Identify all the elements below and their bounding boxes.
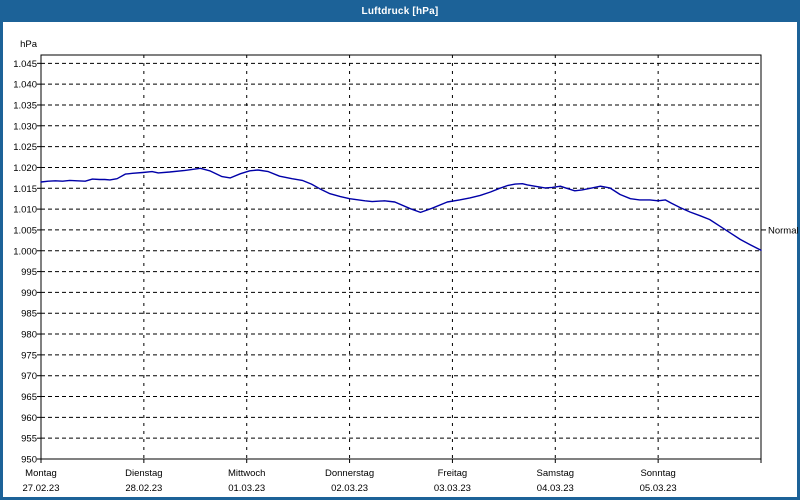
day-name-label: Mittwoch — [228, 468, 265, 479]
normal-marker-label: Normal — [768, 225, 799, 236]
y-tick-label: 1.015 — [13, 184, 37, 195]
day-date-label: 01.03.23 — [228, 483, 265, 494]
y-tick-label: 970 — [21, 371, 37, 382]
day-name-label: Sonntag — [640, 468, 675, 479]
day-date-label: 02.03.23 — [331, 483, 368, 494]
y-tick-label: 950 — [21, 455, 37, 466]
y-tick-label: 965 — [21, 392, 37, 403]
y-tick-label: 960 — [21, 413, 37, 424]
y-tick-label: 975 — [21, 350, 37, 361]
y-tick-label: 1.040 — [13, 80, 37, 91]
day-name-label: Dienstag — [125, 468, 163, 479]
day-name-label: Samstag — [537, 468, 575, 479]
y-tick-label: 985 — [21, 309, 37, 320]
pressure-curve — [40, 167, 762, 252]
day-name-label: Donnerstag — [325, 468, 374, 479]
y-tick-label: 1.030 — [13, 121, 37, 132]
y-tick-label: 1.020 — [13, 163, 37, 174]
y-tick-label: 1.005 — [13, 225, 37, 236]
y-tick-label: 1.010 — [13, 205, 37, 216]
y-tick-label: 955 — [21, 434, 37, 445]
day-date-label: 03.03.23 — [434, 483, 471, 494]
day-date-label: 05.03.23 — [640, 483, 677, 494]
y-tick-label: 1.025 — [13, 142, 37, 153]
day-name-label: Freitag — [438, 468, 468, 479]
day-date-label: 28.02.23 — [125, 483, 162, 494]
y-tick-label: 1.035 — [13, 100, 37, 111]
y-tick-label: 1.045 — [13, 59, 37, 70]
y-tick-label: 1.000 — [13, 246, 37, 257]
window-title: Luftdruck [hPa] — [361, 5, 439, 17]
unit-label: hPa — [20, 39, 38, 50]
y-tick-label: 995 — [21, 267, 37, 278]
day-date-label: 27.02.23 — [23, 483, 60, 494]
window-titlebar: Luftdruck [hPa] — [0, 0, 800, 22]
y-tick-label: 990 — [21, 288, 37, 299]
day-name-label: Montag — [25, 468, 57, 479]
y-tick-label: 980 — [21, 330, 37, 341]
plot-frame — [40, 54, 762, 460]
day-date-label: 04.03.23 — [537, 483, 574, 494]
